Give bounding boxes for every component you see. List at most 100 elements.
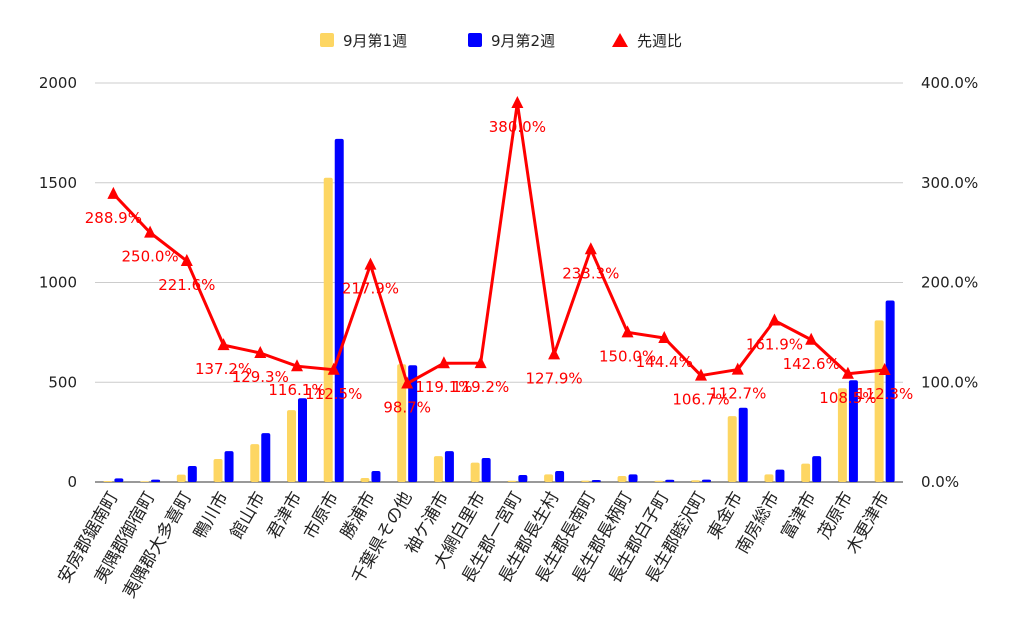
- bar: [665, 479, 675, 482]
- ratio-marker: [658, 330, 671, 343]
- bar: [837, 388, 847, 482]
- bars: [103, 138, 895, 483]
- ratio-data-label: 127.9%: [525, 369, 582, 387]
- ratio-data-label: 108.5%: [819, 389, 876, 407]
- ratio-marker: [621, 325, 634, 338]
- ratio-marker: [364, 257, 377, 270]
- ratio-data-label: 119.2%: [452, 378, 509, 396]
- ratio-marker: [548, 347, 561, 360]
- bar: [874, 320, 884, 482]
- y-axis-right: 0.0% 100.0% 200.0% 300.0% 400.0%: [921, 74, 978, 491]
- ratio-marker: [474, 356, 487, 369]
- y-tick-label-right: 200.0%: [921, 274, 978, 292]
- bar: [176, 474, 186, 482]
- ratio-data-label: 112.7%: [709, 385, 766, 403]
- ratio-data-label: 112.5%: [305, 385, 362, 403]
- legend-label-week1: 9月第1週: [343, 32, 407, 50]
- bar: [250, 444, 260, 482]
- bar: [140, 481, 150, 482]
- ratio-data-label: 380.0%: [489, 118, 546, 136]
- bar: [287, 410, 296, 482]
- bar: [114, 478, 124, 482]
- ratio-data-label: 129.3%: [232, 368, 289, 386]
- bar: [518, 475, 528, 482]
- gridlines: [95, 82, 903, 483]
- legend-swatch-week2: [468, 33, 482, 47]
- x-tick-label: 富津市: [778, 489, 821, 543]
- bar: [151, 479, 161, 482]
- bar: [812, 456, 822, 482]
- legend-swatch-week1: [320, 33, 334, 47]
- bar: [470, 462, 480, 482]
- ratio-marker: [437, 356, 450, 369]
- bar: [481, 458, 491, 482]
- legend-label-week2: 9月第2週: [491, 32, 555, 50]
- ratio-data-label: 144.4%: [636, 353, 693, 371]
- ratio-data-label: 137.2%: [195, 360, 252, 378]
- bar: [617, 476, 627, 482]
- ratio-marker: [291, 359, 303, 372]
- ratio-marker: [584, 242, 597, 255]
- bar: [654, 480, 664, 482]
- y-tick-label-right: 0.0%: [921, 473, 959, 491]
- bar: [187, 466, 197, 482]
- ratio-data-label: 250.0%: [121, 248, 178, 266]
- bar: [507, 480, 517, 482]
- bar: [544, 474, 554, 482]
- ratio-data-label: 288.9%: [85, 209, 142, 227]
- bar: [408, 365, 418, 482]
- ratio-marker: [107, 186, 120, 199]
- bar: [397, 364, 407, 482]
- ratio-data-label: 106.7%: [672, 391, 729, 409]
- x-tick-label: 鴨川市: [190, 489, 233, 543]
- ratio-data-label: 112.3%: [856, 385, 913, 403]
- y-tick-label-right: 400.0%: [921, 74, 978, 92]
- bar: [444, 451, 454, 482]
- ratio-data-label: 150.0%: [599, 347, 656, 365]
- ratio-marker: [180, 253, 193, 266]
- bar: [334, 138, 344, 483]
- ratio-marker: [878, 362, 891, 375]
- ratio-data-label: 98.7%: [383, 399, 431, 417]
- bar: [591, 480, 601, 482]
- ratio-marker: [841, 366, 854, 379]
- legend: 9月第1週 9月第2週 先週比: [320, 32, 682, 50]
- bar: [885, 300, 895, 482]
- ratio-data-label: 116.1%: [268, 381, 325, 399]
- bar: [691, 480, 700, 482]
- ratio-data-label: 119.1%: [415, 378, 472, 396]
- legend-triangle-icon: [612, 33, 628, 47]
- bar: [213, 459, 223, 482]
- bar: [103, 481, 113, 482]
- ratio-marker: [511, 95, 524, 108]
- y-tick-label-left: 500: [48, 373, 77, 391]
- ratio-data-label: 233.3%: [562, 264, 619, 282]
- x-tick-label: 君津市: [264, 489, 307, 543]
- bar: [801, 463, 811, 482]
- bar: [224, 451, 234, 482]
- ratio-line: 288.9%250.0%221.6%137.2%129.3%116.1%112.…: [85, 95, 913, 417]
- y-tick-label-left: 2000: [39, 74, 77, 92]
- ratio-marker: [327, 362, 340, 375]
- y-tick-label-left: 1000: [39, 274, 77, 292]
- x-tick-label: 市原市: [300, 489, 343, 543]
- legend-label-ratio: 先週比: [637, 32, 682, 50]
- ratio-marker: [401, 376, 414, 389]
- ratio-marker: [254, 346, 267, 359]
- ratio-marker: [695, 368, 707, 381]
- bar: [433, 456, 443, 482]
- ratio-marker: [144, 225, 157, 238]
- ratio-marker: [768, 313, 781, 326]
- bar: [298, 398, 307, 482]
- bar: [727, 416, 737, 482]
- x-axis-labels: 安房郡鋸南町夷隅郡御宿町夷隅郡大多喜町鴨川市館山市君津市市原市勝浦市千葉県その他…: [54, 488, 894, 601]
- ratio-line-path: [112, 101, 885, 386]
- ratio-data-label: 221.6%: [158, 276, 215, 294]
- bar: [580, 480, 590, 482]
- bar: [738, 407, 748, 482]
- bar: [775, 469, 785, 482]
- y-tick-label-left: 0: [67, 473, 77, 491]
- bar: [764, 474, 774, 482]
- bar: [848, 380, 858, 482]
